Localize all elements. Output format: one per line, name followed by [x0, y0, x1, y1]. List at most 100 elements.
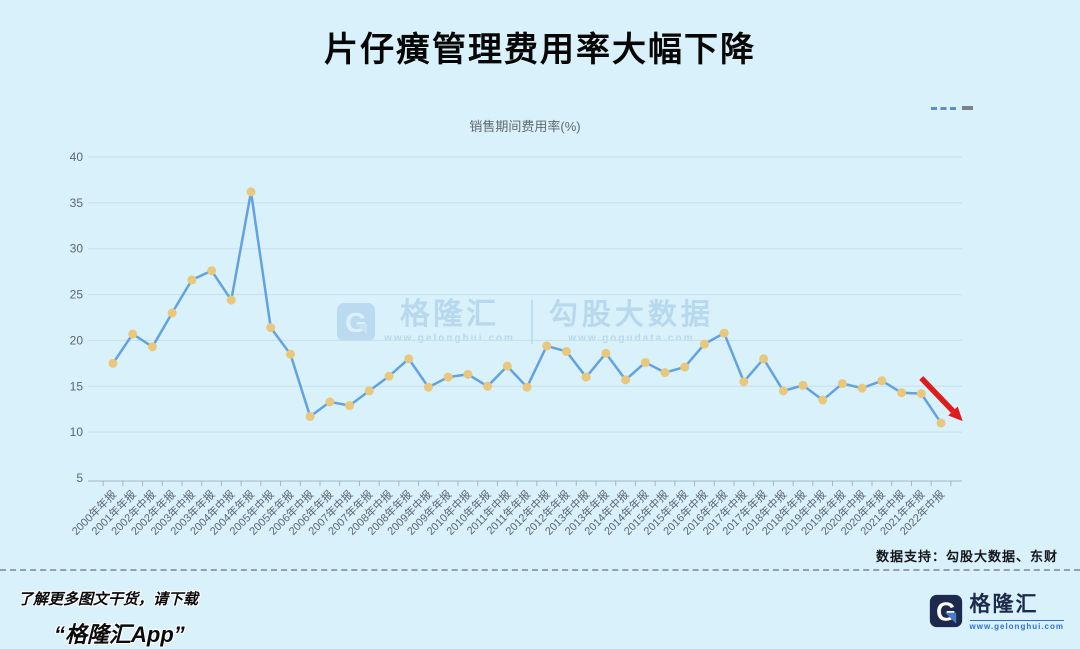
x-axis-category-label: 2002年中报	[108, 487, 159, 538]
x-axis-category-label: 2012年中报	[502, 487, 553, 538]
data-point	[423, 382, 433, 392]
data-point	[305, 412, 315, 422]
x-axis-category-label: 2016年中报	[660, 487, 711, 538]
footer-promo: 了解更多图文干货，请下载 “格隆汇App”	[18, 588, 198, 649]
watermark-data-block: 勾股大数据 www.gogudata.com	[549, 300, 714, 344]
data-point	[404, 354, 414, 364]
data-point	[207, 266, 217, 276]
data-point	[916, 389, 926, 399]
data-point	[522, 382, 532, 392]
page-title: 片仔癀管理费用率大幅下降	[324, 31, 756, 69]
x-axis-category-label: 2008年年报	[364, 487, 415, 538]
trend-arrow-shaft	[919, 376, 955, 413]
data-point	[147, 342, 157, 352]
x-axis-category-label: 2004年中报	[187, 487, 238, 538]
x-axis-category-label: 2010年中报	[423, 487, 474, 538]
watermark-brand-url: www.gelonghui.com	[384, 333, 515, 344]
data-point	[384, 371, 394, 381]
series-line	[111, 190, 943, 425]
data-point	[443, 372, 453, 382]
x-axis-category-label: 2021年中报	[857, 487, 908, 538]
x-axis-category-label: 2009年中报	[384, 487, 435, 538]
data-point	[877, 376, 887, 386]
data-point	[226, 295, 236, 305]
data-point	[581, 372, 591, 382]
footer-logo-url: www.gelonghui.com	[969, 620, 1064, 631]
x-axis-category-label: 2005年年报	[246, 487, 297, 538]
data-point	[128, 329, 138, 339]
gelonghui-logo: G 格隆汇 www.gelonghui.com	[929, 592, 1064, 631]
x-axis-category-label: 2007年中报	[305, 487, 356, 538]
svg-text:G: G	[936, 598, 956, 626]
data-point	[640, 357, 650, 367]
data-point	[778, 386, 788, 396]
dashed-line-toggle-icon[interactable]	[931, 106, 956, 110]
data-point	[463, 369, 473, 379]
x-axis-category-label: 2017年中报	[699, 487, 750, 538]
x-axis-category-label: 2010年年报	[443, 487, 494, 538]
watermark: G 格隆汇 www.gelonghui.com 勾股大数据 www.goguda…	[88, 292, 962, 352]
x-axis-category-label: 2004年年报	[207, 487, 258, 538]
data-point	[798, 380, 808, 390]
data-point	[246, 187, 256, 197]
y-axis-tick-label: 20	[70, 333, 84, 347]
dashed-divider	[0, 569, 1080, 571]
data-point	[759, 354, 769, 364]
x-axis-category-label: 2012年年报	[522, 487, 573, 538]
x-axis-category-label: 2018年年报	[759, 487, 810, 538]
x-axis-category-label: 2006年年报	[285, 487, 336, 538]
data-point	[739, 377, 749, 387]
x-axis-category-label: 2016年年报	[680, 487, 731, 538]
x-axis-category-label: 2005年中报	[226, 487, 277, 538]
data-point	[601, 348, 611, 358]
x-axis-category-label: 2015年中报	[621, 487, 672, 538]
y-axis-tick-label: 5	[76, 471, 83, 485]
watermark-brand-block: G 格隆汇 www.gelonghui.com	[336, 300, 515, 344]
y-axis-tick-label: 35	[70, 196, 84, 210]
x-axis-category-label: 2014年年报	[601, 487, 652, 538]
data-point	[542, 341, 552, 351]
x-axis-category-label: 2001年年报	[88, 487, 139, 538]
data-point	[857, 383, 867, 393]
x-axis-category-label: 2014年中报	[581, 487, 632, 538]
data-point	[936, 418, 946, 428]
data-point	[167, 308, 177, 318]
x-axis-category-label: 2022年中报	[897, 487, 948, 538]
y-axis-tick-label: 40	[70, 150, 84, 164]
data-point	[837, 379, 847, 389]
x-axis-category-label: 2011年中报	[463, 487, 513, 537]
data-point	[325, 397, 335, 407]
data-point	[502, 361, 512, 371]
data-point	[483, 381, 493, 391]
data-point	[561, 346, 571, 356]
chart-subtitle: 销售期间费用率(%)	[469, 119, 581, 134]
x-axis-category-label: 2003年年报	[167, 487, 218, 538]
x-axis-category-label: 2013年中报	[542, 487, 593, 538]
data-source-note: 数据支持：勾股大数据、东财	[875, 549, 1058, 564]
x-axis-category-label: 2017年年报	[719, 487, 770, 538]
data-point	[897, 388, 907, 398]
watermark-divider	[530, 300, 533, 344]
data-point	[108, 358, 118, 368]
x-axis-category-label: 2007年年报	[325, 487, 376, 538]
trend-arrow-head	[948, 406, 963, 422]
chart-toolbox	[931, 106, 973, 110]
x-axis-category-label: 2009年年报	[404, 487, 455, 538]
watermark-data-url: www.gogudata.com	[568, 332, 695, 344]
gelonghui-watermark-logo-icon: G	[337, 303, 376, 341]
data-point	[699, 339, 709, 349]
y-axis-tick-label: 30	[70, 242, 84, 256]
footer-promo-line1: 了解更多图文干货，请下载	[18, 591, 199, 608]
y-axis-tick-label: 10	[70, 425, 84, 439]
watermark-brand-text: 格隆汇	[399, 298, 499, 331]
x-axis-category-label: 2002年年报	[128, 487, 179, 538]
x-axis-category-label: 2019年年报	[798, 487, 849, 538]
x-axis-category-label: 2021年年报	[877, 487, 928, 538]
data-point	[345, 401, 355, 411]
solid-line-toggle-icon[interactable]	[962, 106, 973, 110]
footer-promo-line2: “格隆汇App”	[54, 622, 185, 647]
x-axis-category-label: 2018年中报	[739, 487, 790, 538]
svg-text:G: G	[345, 307, 367, 338]
x-axis-category-label: 2008年中报	[345, 487, 396, 538]
x-axis-category-label: 2003年中报	[147, 487, 198, 538]
